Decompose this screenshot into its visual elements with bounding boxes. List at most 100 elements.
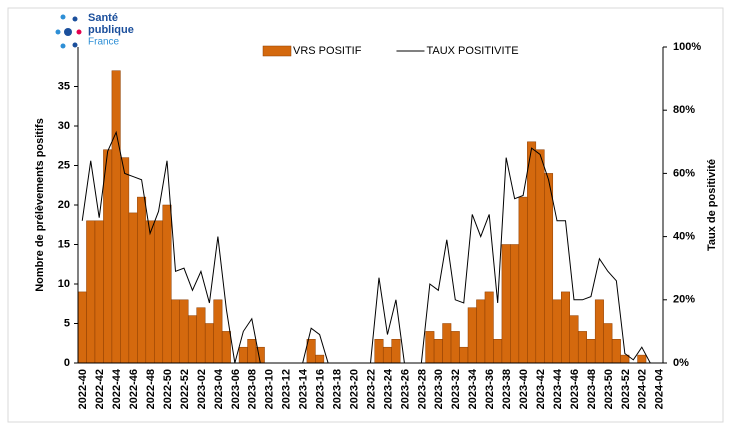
bar <box>196 307 206 364</box>
x-tick-label: 2023-52 <box>620 369 632 409</box>
logo-dot <box>60 43 66 49</box>
y-tick-label: 30 <box>58 120 70 132</box>
x-tick-label: 2023-40 <box>518 369 530 409</box>
bar <box>77 291 87 364</box>
bar <box>484 291 494 364</box>
x-tick-label: 2023-46 <box>569 369 581 409</box>
bar <box>459 346 469 364</box>
bar <box>577 331 587 364</box>
x-tick-label: 2023-24 <box>382 368 394 409</box>
x-tick-label: 2023-08 <box>247 369 259 409</box>
y-tick-label: 0 <box>64 357 70 369</box>
x-tick-label: 2024-02 <box>637 369 649 409</box>
bar <box>391 339 401 364</box>
bar <box>306 339 316 364</box>
y2-tick-label: 0% <box>673 357 689 369</box>
bar <box>221 331 231 364</box>
x-tick-label: 2022-40 <box>77 369 89 409</box>
x-tick-label: 2022-48 <box>145 369 157 409</box>
logo-dot <box>76 29 82 35</box>
logo-text: publique <box>88 24 134 36</box>
bar <box>145 220 155 364</box>
bar <box>425 331 435 364</box>
legend-swatch <box>262 45 292 57</box>
x-tick-label: 2023-16 <box>315 369 327 409</box>
bar <box>154 220 164 364</box>
bar <box>374 339 384 364</box>
x-tick-label: 2022-46 <box>128 369 140 409</box>
bar <box>611 339 621 364</box>
y-tick-label: 10 <box>58 278 70 290</box>
bar <box>518 196 528 364</box>
y2-tick-label: 80% <box>673 104 695 116</box>
x-tick-label: 2023-50 <box>603 369 615 409</box>
bar <box>467 307 477 364</box>
x-tick-label: 2024-04 <box>654 368 666 409</box>
x-tick-label: 2023-02 <box>196 369 208 409</box>
bar <box>544 173 554 364</box>
y-axis-label: Nombre de prélèvements positifs <box>34 118 46 292</box>
x-tick-label: 2023-26 <box>399 369 411 409</box>
logo-dot <box>64 28 72 36</box>
y-tick-label: 20 <box>58 199 70 211</box>
bar <box>137 196 147 364</box>
bar <box>510 244 520 364</box>
bar <box>603 323 613 364</box>
x-tick-label: 2023-48 <box>586 369 598 409</box>
bar <box>204 323 214 364</box>
bar <box>493 339 503 364</box>
bar <box>561 291 570 364</box>
bar <box>450 331 460 364</box>
x-tick-label: 2023-10 <box>264 369 276 409</box>
y-tick-label: 25 <box>58 159 70 171</box>
bar <box>535 149 545 364</box>
bar <box>637 354 647 364</box>
logo: Santé publique France <box>55 12 134 49</box>
bar <box>179 299 189 364</box>
logo-text: France <box>88 37 120 48</box>
logo-dot <box>60 14 66 20</box>
x-tick-label: 2023-12 <box>281 369 293 409</box>
x-tick-label: 2023-06 <box>230 369 242 409</box>
y2-tick-label: 60% <box>673 167 695 179</box>
x-tick-label: 2022-42 <box>94 369 106 409</box>
bar <box>569 315 579 364</box>
logo-dot <box>55 29 61 35</box>
x-tick-label: 2022-44 <box>111 368 123 409</box>
x-tick-label: 2023-32 <box>450 369 462 409</box>
bar <box>527 141 537 364</box>
bar <box>382 346 392 364</box>
bar <box>103 149 113 364</box>
bar <box>94 220 104 364</box>
bar <box>213 299 223 364</box>
logo-dot <box>72 16 78 22</box>
x-tick-label: 2023-28 <box>416 369 428 409</box>
x-tick-label: 2023-36 <box>484 369 496 409</box>
bar <box>586 339 596 364</box>
bar <box>128 212 138 364</box>
bar <box>476 299 486 364</box>
bar <box>433 339 443 364</box>
legend-label: VRS POSITIF <box>293 45 362 57</box>
bar <box>594 299 604 364</box>
bar <box>187 315 197 364</box>
y-tick-label: 35 <box>58 80 70 92</box>
x-tick-label: 2023-30 <box>433 369 445 409</box>
bar <box>501 244 511 364</box>
x-tick-label: 2023-44 <box>552 368 564 409</box>
x-tick-label: 2023-04 <box>213 368 225 409</box>
x-tick-label: 2023-42 <box>535 369 547 409</box>
y-tick-label: 5 <box>64 317 70 329</box>
y2-tick-label: 20% <box>673 294 695 306</box>
y-tick-label: 15 <box>58 238 70 250</box>
bar <box>171 299 180 364</box>
bar <box>247 339 257 364</box>
x-tick-label: 2023-38 <box>501 369 513 409</box>
x-tick-label: 2022-52 <box>179 369 191 409</box>
x-tick-label: 2023-14 <box>298 368 310 409</box>
bar <box>162 204 172 364</box>
x-tick-label: 2023-22 <box>365 369 377 409</box>
x-tick-label: 2023-34 <box>467 368 479 409</box>
x-tick-label: 2023-20 <box>348 369 360 409</box>
